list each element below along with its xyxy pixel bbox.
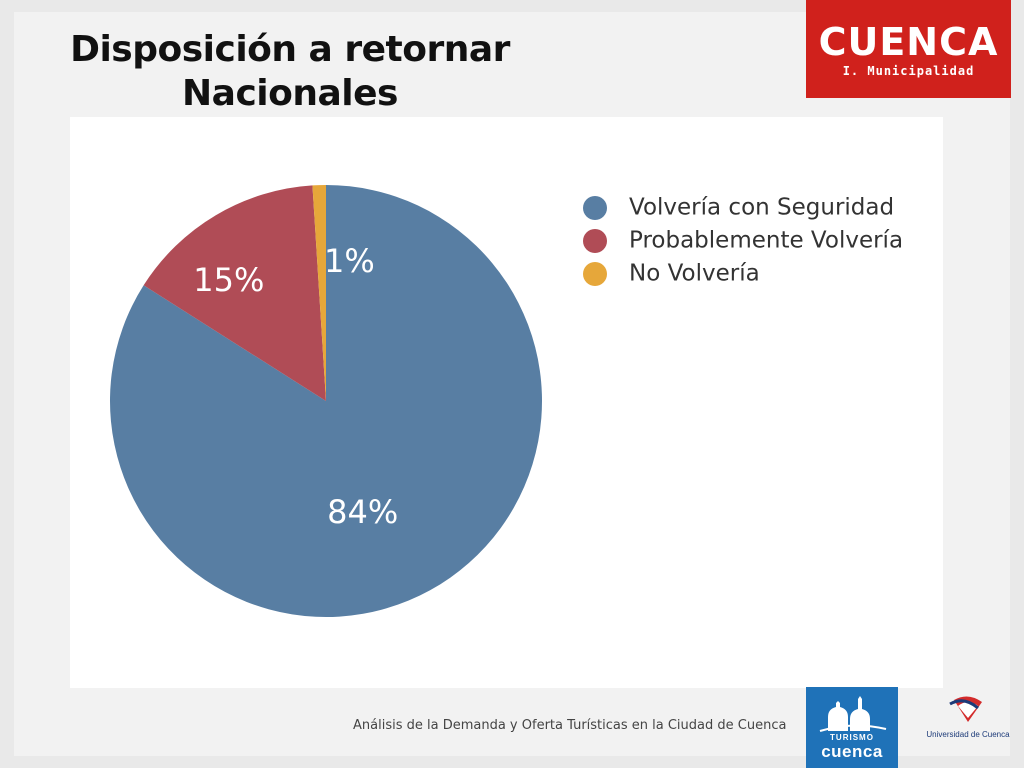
slice-label-probablemente-volveria: 15%	[193, 261, 264, 299]
cuenca-municipality-logo: CUENCA I. Municipalidad	[806, 0, 1011, 98]
turismo-logo-word: TURISMO	[830, 733, 874, 742]
turismo-logo-city: cuenca	[821, 742, 883, 761]
legend-label-probablemente-volveria: Probablemente Volvería	[629, 228, 903, 254]
title-line-1: Disposición a retornar	[70, 29, 510, 70]
slide-title: Disposición a retornar Nacionales	[40, 28, 540, 116]
slice-label-no-volveria: 1%	[324, 242, 375, 280]
church-dome-icon	[819, 696, 887, 732]
chart-panel: 84% 15% 1% Volvería con Seguridad Probableme…	[70, 117, 943, 688]
footer-caption: Análisis de la Demanda y Oferta Turístic…	[353, 718, 787, 733]
turismo-cuenca-logo: TURISMO cuenca	[806, 687, 898, 768]
legend-label-volveria-con-seguridad: Volvería con Seguridad	[629, 195, 894, 221]
pie-slice-probablemente-volveria	[143, 185, 326, 401]
universidad-cuenca-logo: Universidad de Cuenca	[920, 692, 1016, 752]
slice-label-volveria-con-seguridad: 84%	[327, 493, 398, 531]
university-name: Universidad de Cuenca	[926, 730, 1010, 739]
legend-swatch-volveria-con-seguridad	[583, 196, 607, 220]
cuenca-logo-word: CUENCA	[818, 20, 999, 64]
university-emblem-icon	[949, 696, 982, 722]
legend-swatch-probablemente-volveria	[583, 229, 607, 253]
cuenca-logo-subtitle: I. Municipalidad	[842, 64, 975, 78]
pie-chart: 84% 15% 1% Volvería con Seguridad Probableme…	[109, 185, 903, 617]
legend-label-no-volveria: No Volvería	[629, 261, 760, 287]
pie-slice-no-volveria	[312, 185, 326, 401]
legend-swatch-no-volveria	[583, 262, 607, 286]
pie-slice-volveria-con-seguridad	[109, 185, 542, 617]
title-line-2: Nacionales	[182, 73, 398, 114]
